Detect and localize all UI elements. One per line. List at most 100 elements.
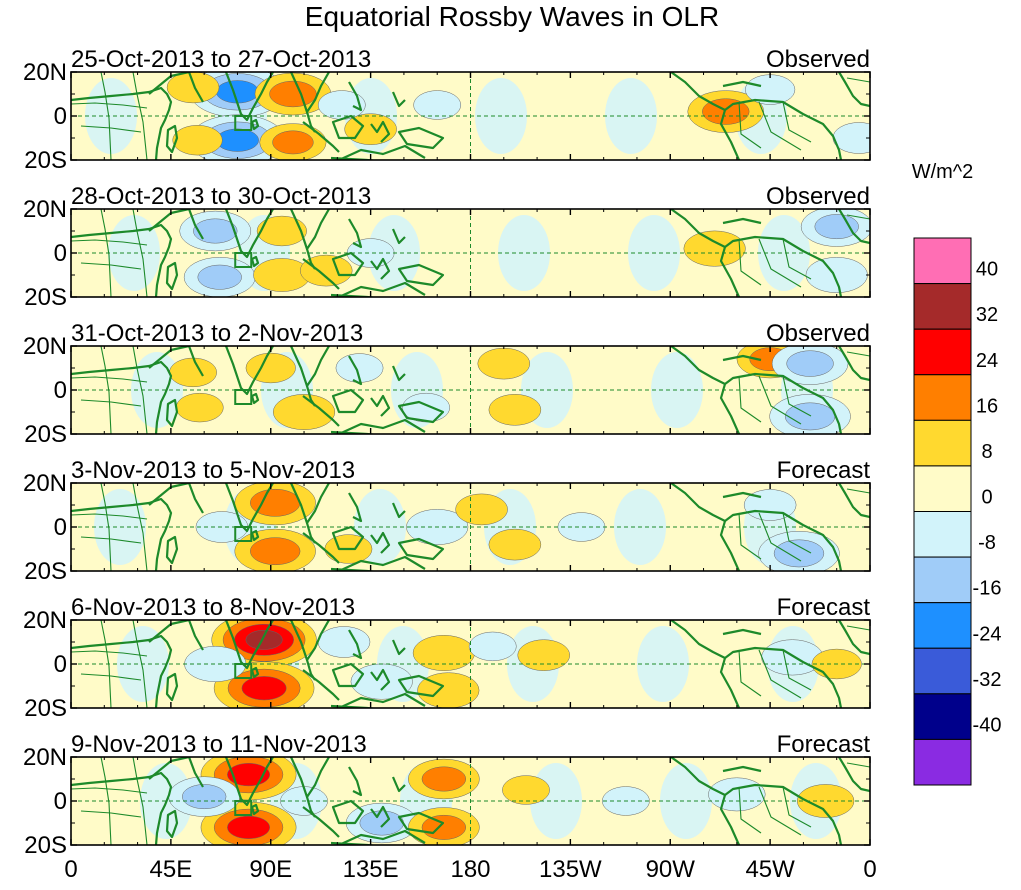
colorbar-swatch bbox=[913, 602, 972, 649]
y-tick-label: 20S bbox=[24, 421, 67, 448]
y-tick-label: 20N bbox=[23, 333, 67, 360]
y-tick-label: 20N bbox=[23, 196, 67, 223]
olr-anomaly-contour bbox=[805, 257, 868, 293]
colorbar-label: 0 bbox=[981, 487, 992, 509]
map-area: 20N 0 20S bbox=[23, 196, 871, 311]
olr-anomaly-contour bbox=[299, 254, 353, 287]
olr-anomaly-contour bbox=[786, 350, 834, 377]
y-tick-label: 20S bbox=[24, 558, 67, 585]
panel-date-range: 31-Oct-2013 to 2-Nov-2013 bbox=[71, 320, 363, 347]
olr-anomaly-contour bbox=[169, 357, 217, 388]
panel-date-range: 28-Oct-2013 to 30-Oct-2013 bbox=[71, 183, 371, 210]
olr-anomaly-contour bbox=[166, 72, 220, 104]
region-box bbox=[234, 526, 253, 542]
olr-anomaly-contour bbox=[245, 629, 283, 650]
figure-title: Equatorial Rossby Waves in OLR bbox=[305, 1, 719, 32]
olr-anomaly-contour bbox=[413, 90, 462, 120]
olr-anomaly-contour bbox=[227, 815, 271, 839]
map-panel: 31-Oct-2013 to 2-Nov-2013 Observed 20N 0 20S bbox=[23, 320, 871, 448]
olr-anomaly-contour bbox=[359, 810, 404, 836]
olr-anomaly-contour bbox=[272, 130, 314, 155]
olr-anomaly-contour bbox=[488, 528, 542, 561]
panel-status: Forecast bbox=[777, 731, 871, 758]
panel-date-range: 25-Oct-2013 to 27-Oct-2013 bbox=[71, 46, 371, 73]
panel-date-range: 3-Nov-2013 to 5-Nov-2013 bbox=[71, 457, 355, 484]
colorbar-label: -24 bbox=[973, 623, 1002, 645]
colorbar-label: -16 bbox=[973, 578, 1002, 600]
colorbar-label: -8 bbox=[978, 532, 996, 554]
olr-anomaly-contour bbox=[245, 352, 296, 384]
olr-anomaly-contour bbox=[250, 537, 301, 566]
map-panel: 3-Nov-2013 to 5-Nov-2013 Forecast 20N 0 20S bbox=[23, 457, 871, 585]
region-box bbox=[234, 800, 253, 816]
y-tick-label: 20N bbox=[23, 470, 67, 497]
colorbar-label: 16 bbox=[976, 395, 998, 417]
y-tick-label: 20N bbox=[23, 607, 67, 634]
map-panel: 28-Oct-2013 to 30-Oct-2013 Observed20N020… bbox=[23, 183, 871, 311]
y-tick-label: 20S bbox=[24, 147, 67, 174]
y-tick-label: 20S bbox=[24, 695, 67, 722]
y-tick-label: 20N bbox=[23, 59, 67, 86]
olr-anomaly-contour bbox=[784, 402, 836, 431]
region-box bbox=[234, 663, 253, 679]
y-tick-label: 0 bbox=[54, 514, 67, 541]
map-panel: 25-Oct-2013 to 27-Oct-2013 Observed20N020… bbox=[23, 46, 871, 174]
colorbar-swatch bbox=[913, 511, 972, 558]
olr-anomaly-contour bbox=[197, 264, 242, 290]
x-tick-label: 135W bbox=[539, 856, 602, 883]
colorbar-label: 32 bbox=[976, 304, 998, 326]
olr-anomaly-contour bbox=[172, 125, 223, 156]
colorbar-swatch bbox=[913, 374, 972, 421]
y-tick-label: 0 bbox=[54, 240, 67, 267]
map-area: 20N 0 20S bbox=[23, 607, 871, 722]
olr-anomaly-contour bbox=[241, 676, 287, 701]
panel-status: Observed bbox=[766, 183, 870, 210]
olr-anomaly-contour bbox=[796, 784, 855, 818]
region-box bbox=[234, 115, 253, 131]
olr-anomaly-contour bbox=[216, 80, 259, 104]
olr-anomaly-contour bbox=[455, 493, 508, 526]
colorbar: W/m^2 40 32 24 16 8 0 -8 -16 -24 -32 -40 bbox=[912, 161, 1002, 786]
olr-anomaly-contour bbox=[468, 631, 517, 662]
colorbar-swatch bbox=[913, 693, 972, 740]
colorbar-swatch bbox=[913, 556, 972, 604]
olr-anomaly-contour bbox=[317, 626, 371, 658]
colorbar-swatch bbox=[913, 328, 972, 376]
olr-anomaly-contour bbox=[488, 394, 542, 426]
olr-anomaly-contour bbox=[216, 128, 259, 152]
x-tick-label: 0 bbox=[863, 856, 876, 883]
x-tick-label: 45W bbox=[745, 856, 795, 883]
region-box bbox=[234, 389, 253, 405]
x-tick-label: 180 bbox=[450, 856, 490, 883]
y-tick-label: 20S bbox=[24, 832, 67, 859]
y-tick-label: 0 bbox=[54, 788, 67, 815]
map-panel: 9-Nov-2013 to 11-Nov-2013 Forecast 20N 0 20S bbox=[23, 731, 871, 859]
olr-anomaly-contour bbox=[182, 784, 227, 810]
colorbar-swatch bbox=[913, 419, 972, 467]
olr-weak-anomaly bbox=[758, 215, 810, 291]
colorbar-label: 8 bbox=[981, 441, 992, 463]
olr-anomaly-contour bbox=[175, 392, 224, 423]
colorbar-swatch bbox=[913, 738, 972, 786]
colorbar-label: -40 bbox=[973, 714, 1002, 736]
colorbar-swatch bbox=[913, 237, 972, 285]
panel-date-range: 6-Nov-2013 to 8-Nov-2013 bbox=[71, 594, 355, 621]
colorbar-label: -32 bbox=[973, 669, 1002, 691]
map-area: 20N 0 20S bbox=[23, 470, 871, 585]
olr-anomaly-contour bbox=[814, 214, 859, 240]
olr-anomaly-contour bbox=[193, 218, 238, 244]
olr-anomaly-contour bbox=[421, 814, 467, 840]
region-box bbox=[234, 252, 253, 268]
panel-date-range: 9-Nov-2013 to 11-Nov-2013 bbox=[71, 731, 367, 758]
olr-anomaly-contour bbox=[412, 635, 475, 671]
x-tick-label: 90E bbox=[249, 856, 292, 883]
olr-anomaly-contour bbox=[421, 766, 467, 792]
panel-status: Forecast bbox=[777, 594, 871, 621]
colorbar-label: 40 bbox=[976, 259, 998, 281]
x-tick-label: 135E bbox=[343, 856, 399, 883]
olr-anomaly-contour bbox=[832, 122, 870, 154]
olr-anomaly-contour bbox=[683, 230, 746, 267]
olr-anomaly-contour bbox=[272, 394, 336, 430]
olr-anomaly-contour bbox=[269, 80, 317, 108]
